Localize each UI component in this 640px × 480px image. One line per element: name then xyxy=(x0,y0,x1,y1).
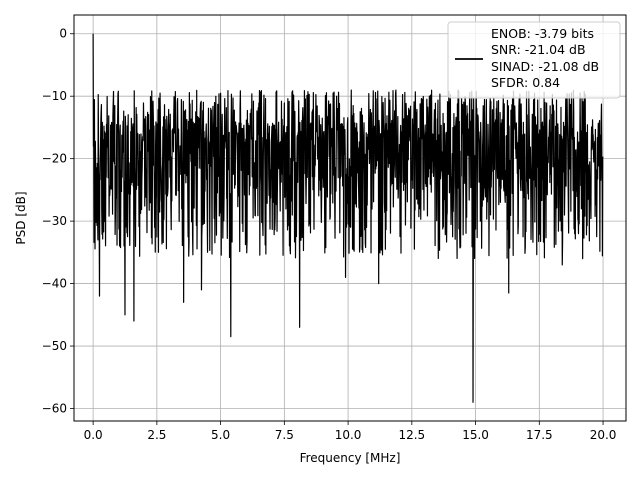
x-tick-label: 17.5 xyxy=(526,428,553,442)
y-axis-label: PSD [dB] xyxy=(14,191,28,244)
x-tick-label: 0.0 xyxy=(84,428,103,442)
legend-sinad: SINAD: -21.08 dB xyxy=(491,59,599,74)
x-tick-label: 20.0 xyxy=(590,428,617,442)
y-tick-label: −60 xyxy=(42,402,67,416)
x-axis-label: Frequency [MHz] xyxy=(300,451,401,465)
plot-area xyxy=(92,33,604,403)
legend: ENOB: -3.79 bits SNR: -21.04 dB SINAD: -… xyxy=(447,21,621,99)
y-axis-ticks: 0 −10 −20 −30 −40 −50 −60 xyxy=(42,27,74,416)
legend-sfdr: SFDR: 0.84 xyxy=(491,75,560,90)
legend-snr: SNR: -21.04 dB xyxy=(491,42,586,57)
legend-box xyxy=(447,21,621,99)
x-axis-ticks: 0.0 2.5 5.0 7.5 10.0 12.5 15.0 17.5 20.0 xyxy=(84,421,617,442)
x-tick-label: 12.5 xyxy=(398,428,425,442)
y-tick-label: −50 xyxy=(42,339,67,353)
y-tick-label: −20 xyxy=(42,152,67,166)
x-tick-label: 10.0 xyxy=(335,428,362,442)
axes-frame xyxy=(73,14,627,422)
legend-enob: ENOB: -3.79 bits xyxy=(491,26,594,41)
x-tick-label: 2.5 xyxy=(147,428,166,442)
y-tick-label: −40 xyxy=(42,277,67,291)
psd-series-line xyxy=(92,33,604,403)
x-tick-label: 15.0 xyxy=(462,428,489,442)
y-tick-label: 0 xyxy=(59,27,67,41)
y-tick-label: −30 xyxy=(42,214,67,228)
y-tick-label: −10 xyxy=(42,89,67,103)
x-tick-label: 7.5 xyxy=(275,428,294,442)
x-tick-label: 5.0 xyxy=(211,428,230,442)
